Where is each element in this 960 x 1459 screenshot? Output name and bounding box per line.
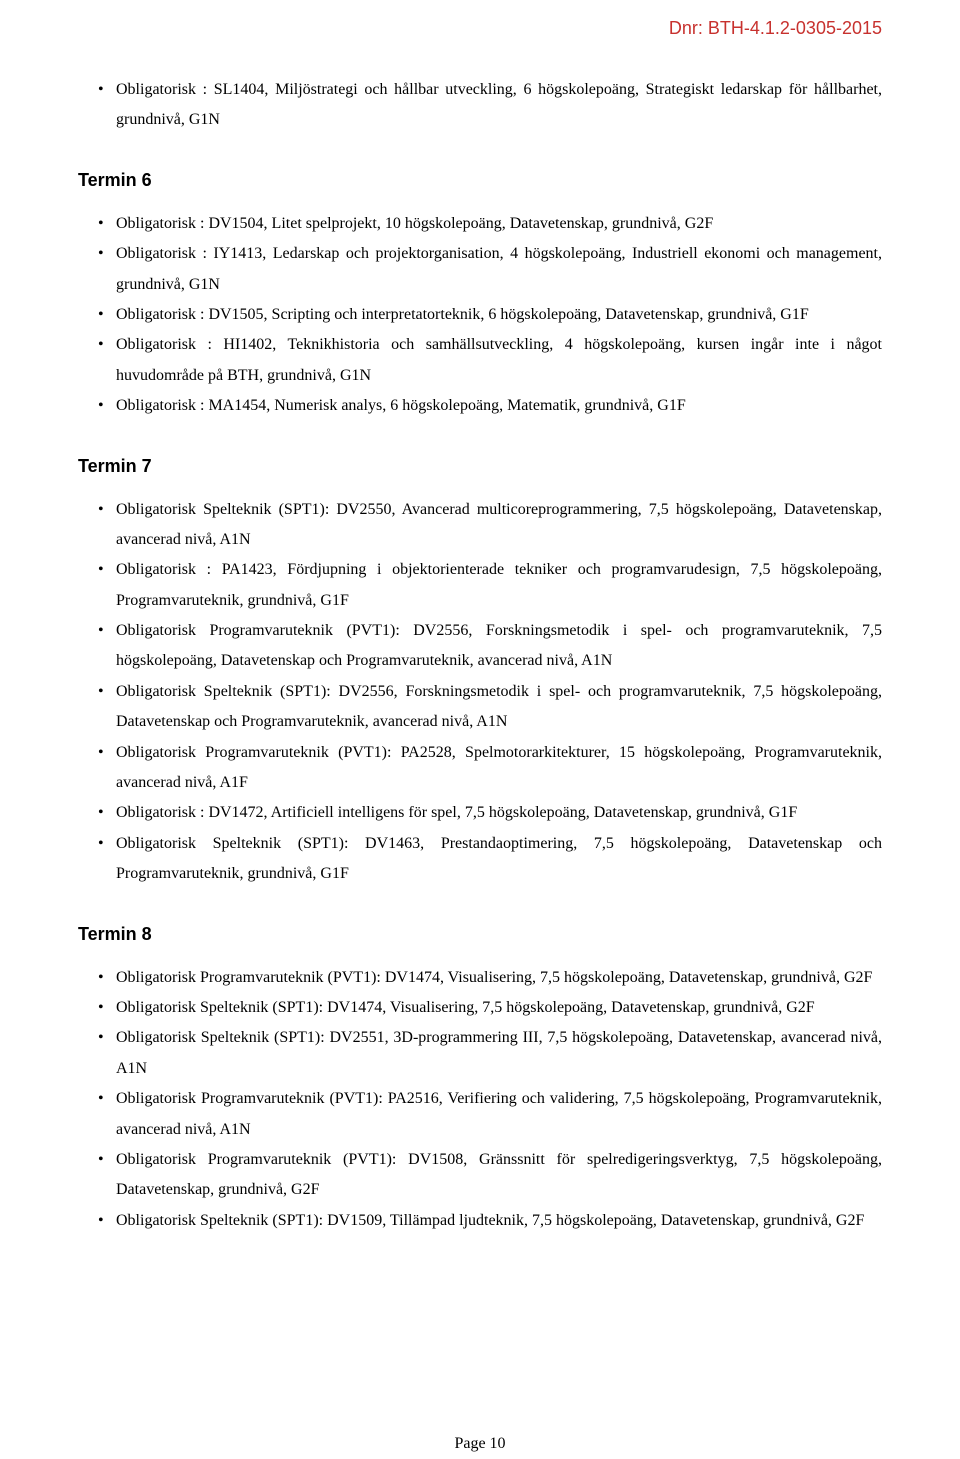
list-item: Obligatorisk : IY1413, Ledarskap och pro… <box>104 239 882 300</box>
dnr-header: Dnr: BTH-4.1.2-0305-2015 <box>78 18 882 39</box>
page-footer: Page 10 <box>0 1435 960 1453</box>
page: Dnr: BTH-4.1.2-0305-2015 Obligatorisk : … <box>0 0 960 1459</box>
list-item: Obligatorisk : PA1423, Fördjupning i obj… <box>104 555 882 616</box>
list-item: Obligatorisk Spelteknik (SPT1): DV1474, … <box>104 993 882 1023</box>
section-heading: Termin 6 <box>78 170 882 191</box>
list-item: Obligatorisk : DV1505, Scripting och int… <box>104 300 882 330</box>
list-item: Obligatorisk Programvaruteknik (PVT1): P… <box>104 738 882 799</box>
item-list: Obligatorisk Spelteknik (SPT1): DV2550, … <box>78 495 882 890</box>
list-item: Obligatorisk : DV1504, Litet spelprojekt… <box>104 209 882 239</box>
list-item: Obligatorisk Programvaruteknik (PVT1): P… <box>104 1084 882 1145</box>
list-item: Obligatorisk : MA1454, Numerisk analys, … <box>104 391 882 421</box>
list-item: Obligatorisk Spelteknik (SPT1): DV2551, … <box>104 1023 882 1084</box>
section-heading: Termin 7 <box>78 456 882 477</box>
pre-item-list: Obligatorisk : SL1404, Miljöstrategi och… <box>78 75 882 136</box>
list-item: Obligatorisk Programvaruteknik (PVT1): D… <box>104 1145 882 1206</box>
item-list: Obligatorisk : DV1504, Litet spelprojekt… <box>78 209 882 422</box>
list-item: Obligatorisk Programvaruteknik (PVT1): D… <box>104 963 882 993</box>
item-list: Obligatorisk Programvaruteknik (PVT1): D… <box>78 963 882 1237</box>
list-item: Obligatorisk Programvaruteknik (PVT1): D… <box>104 616 882 677</box>
list-item: Obligatorisk : DV1472, Artificiell intel… <box>104 798 882 828</box>
list-item: Obligatorisk : SL1404, Miljöstrategi och… <box>104 75 882 136</box>
section-heading: Termin 8 <box>78 924 882 945</box>
list-item: Obligatorisk : HI1402, Teknikhistoria oc… <box>104 330 882 391</box>
list-item: Obligatorisk Spelteknik (SPT1): DV2556, … <box>104 677 882 738</box>
sections-container: Obligatorisk : SL1404, Miljöstrategi och… <box>78 75 882 1236</box>
list-item: Obligatorisk Spelteknik (SPT1): DV1463, … <box>104 829 882 890</box>
list-item: Obligatorisk Spelteknik (SPT1): DV2550, … <box>104 495 882 556</box>
list-item: Obligatorisk Spelteknik (SPT1): DV1509, … <box>104 1206 882 1236</box>
